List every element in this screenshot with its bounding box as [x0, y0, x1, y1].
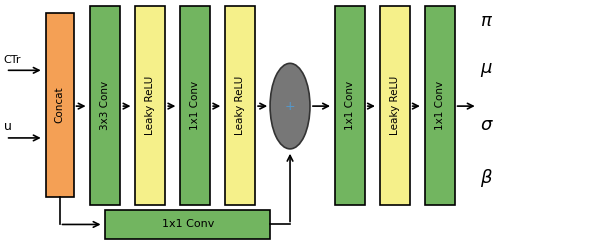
Bar — [106, 209, 270, 239]
Text: $\pi$: $\pi$ — [479, 12, 493, 29]
Bar — [46, 13, 74, 197]
Text: Leaky ReLU: Leaky ReLU — [390, 76, 400, 135]
Text: $\beta$: $\beta$ — [479, 167, 492, 189]
Text: Leaky ReLU: Leaky ReLU — [235, 76, 245, 135]
Text: $\sigma$: $\sigma$ — [479, 116, 493, 134]
Text: 1x1 Conv: 1x1 Conv — [345, 81, 355, 130]
Bar — [225, 6, 255, 205]
Text: 1x1 Conv: 1x1 Conv — [162, 219, 214, 230]
Text: 1x1 Conv: 1x1 Conv — [190, 81, 200, 130]
Bar — [181, 6, 210, 205]
Bar — [380, 6, 410, 205]
Bar — [335, 6, 365, 205]
Text: 1x1 Conv: 1x1 Conv — [435, 81, 445, 130]
Text: Leaky ReLU: Leaky ReLU — [145, 76, 156, 135]
Bar — [135, 6, 165, 205]
Bar — [90, 6, 120, 205]
Text: CTr: CTr — [4, 55, 21, 65]
Text: 3x3 Conv: 3x3 Conv — [101, 81, 110, 130]
Text: $\mu$: $\mu$ — [479, 61, 492, 79]
Ellipse shape — [270, 63, 310, 149]
Bar — [425, 6, 454, 205]
Text: u: u — [4, 120, 12, 133]
Text: Concat: Concat — [54, 86, 65, 123]
Text: +: + — [285, 100, 295, 113]
